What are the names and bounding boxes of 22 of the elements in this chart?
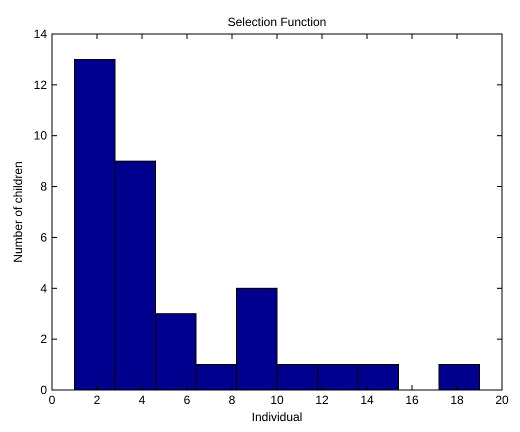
x-axis-title: Individual bbox=[252, 410, 302, 424]
y-tick-label: 4 bbox=[40, 281, 48, 296]
y-tick-label: 14 bbox=[34, 27, 48, 41]
x-tick-label: 12 bbox=[315, 393, 329, 407]
y-tick-label: 12 bbox=[34, 78, 48, 92]
y-tick-label: 8 bbox=[40, 180, 48, 194]
y-tick-label: 2 bbox=[40, 332, 48, 346]
x-tick-label: 0 bbox=[48, 393, 56, 407]
x-tick-label: 10 bbox=[270, 393, 284, 407]
x-tick-label: 18 bbox=[450, 393, 464, 407]
x-tick-label: 8 bbox=[228, 393, 236, 407]
y-tick-label: 0 bbox=[40, 383, 48, 397]
y-axis-title: Number of children bbox=[11, 161, 25, 263]
y-tick-label: 6 bbox=[40, 230, 48, 244]
x-tick-label: 4 bbox=[138, 393, 146, 407]
x-tick-label: 20 bbox=[495, 393, 509, 407]
x-tick-label: 6 bbox=[184, 393, 191, 407]
x-tick-label: 16 bbox=[405, 393, 419, 407]
x-tick-label: 2 bbox=[94, 393, 101, 407]
y-tick-label: 10 bbox=[34, 128, 48, 143]
chart-title: Selection Function bbox=[228, 15, 326, 29]
x-tick-label: 14 bbox=[360, 393, 374, 407]
